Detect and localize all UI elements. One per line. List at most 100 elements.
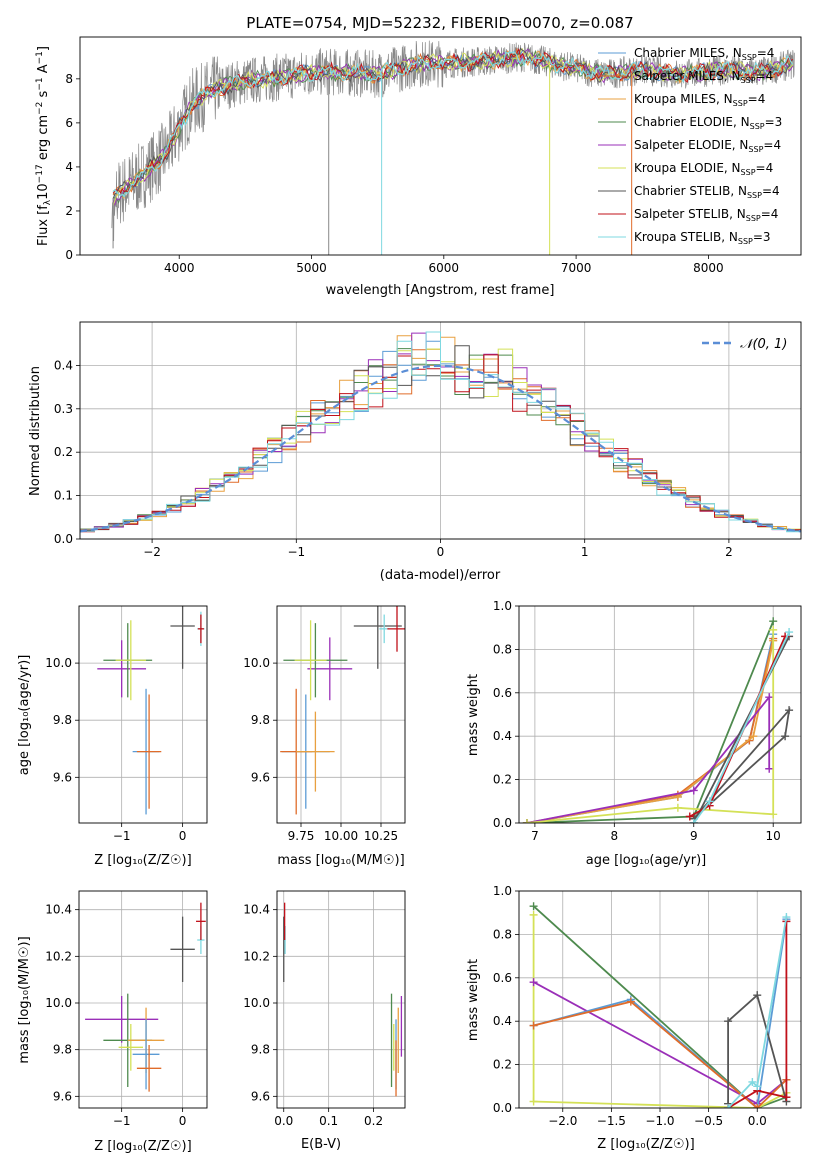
z-age-frame [78,605,208,824]
mass-age-plot-area: 9.75 10.00 10.25 9.6 9.8 10.0 [243,605,406,843]
legend-label-salpeter-elodie: Salpeter ELODIE, NSSP=4 [634,138,781,154]
residuals-y-tick-label: 0.1 [54,489,73,503]
mass-age-x-tick-label: 10.25 [364,829,398,843]
z-weight-marker-salpeter-miles [626,997,635,1006]
mass-age-x-tick-label: 9.75 [288,829,315,843]
ebv-mass-y-tick-label: 10.4 [243,903,270,917]
age-weight-marker-kroupa-elodie [769,810,778,819]
ebv-mass-x-label: E(B-V) [301,1137,341,1152]
legend-label-kroupa-stelib: Kroupa STELIB, NSSP=3 [634,230,771,246]
legend-label-chabrier-miles: Chabrier MILES, NSSP=4 [634,46,774,62]
z-age-y-label: age [log₁₀(age/yr)] [17,655,32,776]
ebv-mass-data-layer [283,902,403,1097]
legend-label-kroupa-elodie: Kroupa ELODIE, NSSP=4 [634,161,773,177]
z-weight-marker-salpeter-stelib [782,1093,791,1102]
age-weight-marker-salpeter-stelib [685,812,694,821]
legend-label-chabrier-stelib: Chabrier STELIB, NSSP=4 [634,184,780,200]
age-weight-marker-kroupa-stelib [705,797,714,806]
z-weight-line-chabrier-stelib [727,993,788,1104]
spectrum-y-tick-label: 6 [65,116,73,130]
mass-age-y-tick-label: 9.8 [251,713,270,727]
z-mass-plot-area: −1 0 9.6 9.8 10.0 10.2 10.4 [45,890,208,1128]
spectrum-y-tick-label: 2 [65,204,73,218]
z-weight-y-label: mass weight [466,959,481,1041]
z-weight-line-chabrier-elodie [532,905,787,1108]
ebv-mass-y-tick-label: 10.0 [243,996,270,1010]
z-weight-panel: −2.0 −1.5 −1.0 −0.5 0.0 0.0 0.2 0.4 0.6 0.8 1.0 Z … [466,884,802,1152]
z-weight-y-tick-label: 0.6 [493,971,512,985]
z-mass-panel: −1 0 9.6 9.8 10.0 10.2 10.4 Z [log₁₀(Z/Z☉)] ma… [17,890,208,1154]
spectrum-x-tick-label: 7000 [561,261,592,275]
residuals-y-tick-label: 0.0 [54,532,73,546]
z-mass-y-tick-label: 10.0 [45,996,72,1010]
z-weight-marker-kroupa-elodie [529,910,538,919]
mass-age-x-label: mass [log₁₀(M/M☉)] [277,853,404,868]
ebv-mass-y-tick-label: 10.2 [243,949,270,963]
age-weight-y-tick-label: 1.0 [493,599,512,613]
z-weight-x-tick-label: −2.0 [548,1114,577,1128]
z-weight-x-tick-label: −1.5 [597,1114,626,1128]
spectrum-title: PLATE=0754, MJD=52232, FIBERID=0070, z=0… [246,14,633,32]
z-weight-marker-kroupa-stelib [753,1082,762,1091]
legend-label-kroupa-miles: Kroupa MILES, NSSP=4 [634,92,765,108]
spectrum-legend: Chabrier MILES, NSSP=4 Salpeter MILES, NS… [598,46,782,246]
residuals-x-tick-label: −1 [287,545,305,559]
normal-curve [80,364,801,533]
residual-histogram-kroupa-stelib [80,331,801,533]
spectrum-x-tick-label: 6000 [429,261,460,275]
z-weight-y-tick-label: 0.2 [493,1058,512,1072]
residuals-legend: 𝒩(0, 1) [702,337,787,352]
z-weight-marker-salpeter-miles [529,1021,538,1030]
residuals-panel: −2 −1 0 1 2 0.0 0.1 0.2 0.3 0.4 (data-model)/erro… [28,321,802,583]
age-weight-x-tick-label: 10 [766,829,781,843]
age-weight-panel: 7 8 9 10 0.0 0.2 0.4 0.6 0.8 1.0 age [log₁₀(age/y… [466,599,802,868]
z-age-x-tick-label: −1 [113,829,131,843]
spectrum-plot-area: 4000 5000 6000 7000 8000 0 2 4 6 8 [65,36,802,275]
residuals-y-label: Normed distribution [28,366,43,496]
z-weight-marker-chabrier-stelib [724,1017,733,1026]
spectrum-y-label: Flux [fλ10−17 erg cm−2 s−1 A−1] [35,46,53,246]
residuals-frame [79,321,802,540]
ebv-mass-x-tick-label: 0.0 [274,1114,293,1128]
age-weight-y-tick-label: 0.6 [493,686,512,700]
z-mass-x-tick-label: −1 [113,1114,131,1128]
z-weight-x-tick-label: 0.0 [748,1114,767,1128]
z-age-x-label: Z [log₁₀(Z/Z☉)] [94,853,191,868]
z-mass-x-label: Z [log₁₀(Z/Z☉)] [94,1139,191,1154]
residuals-x-tick-label: 0 [437,545,445,559]
residuals-y-tick-label: 0.3 [54,402,73,416]
spectrum-x-tick-label: 8000 [693,261,724,275]
z-weight-line-kroupa-elodie [532,914,787,1108]
age-weight-y-tick-label: 0.8 [493,642,512,656]
mass-age-frame [276,605,406,824]
z-weight-x-tick-label: −0.5 [694,1114,723,1128]
spectrum-y-tick-label: 8 [65,72,73,86]
age-weight-x-tick-label: 8 [611,829,619,843]
ebv-mass-x-tick-label: 0.2 [364,1114,383,1128]
z-weight-plot-area: −2.0 −1.5 −1.0 −0.5 0.0 0.0 0.2 0.4 0.6 0.8 1.0 [493,884,802,1128]
age-weight-marker-kroupa-elodie [769,625,778,634]
age-weight-marker-kroupa-stelib [785,628,794,637]
age-weight-marker-salpeter-elodie [689,786,698,795]
spectrum-y-tick-label: 0 [65,248,73,262]
z-weight-marker-kroupa-stelib [782,913,791,922]
z-age-y-tick-label: 9.8 [53,713,72,727]
residuals-x-label: (data-model)/error [380,568,501,583]
residuals-x-tick-label: 2 [725,545,733,559]
ebv-mass-panel: 0.0 0.1 0.2 9.6 9.8 10.0 10.2 10.4 E(B-V) [243,890,406,1152]
z-weight-marker-salpeter-miles [753,1104,762,1108]
z-weight-line-salpeter-stelib [727,921,788,1108]
spectrum-frame [79,36,802,256]
z-weight-marker-chabrier-stelib [753,991,762,1000]
z-mass-y-tick-label: 9.6 [53,1089,72,1103]
z-weight-line-kroupa-stelib [727,916,788,1108]
z-age-x-tick-label: 0 [179,829,187,843]
age-weight-line-chabrier-stelib [693,707,791,820]
age-weight-marker-kroupa-elodie [673,803,682,812]
z-weight-x-label: Z [log₁₀(Z/Z☉)] [597,1137,694,1152]
residuals-y-tick-label: 0.4 [54,358,73,372]
z-weight-marker-salpeter-elodie [529,978,538,987]
mass-age-panel: 9.75 10.00 10.25 9.6 9.8 10.0 mass [log₁₀(M/M… [243,605,406,868]
residuals-x-tick-label: 1 [581,545,589,559]
